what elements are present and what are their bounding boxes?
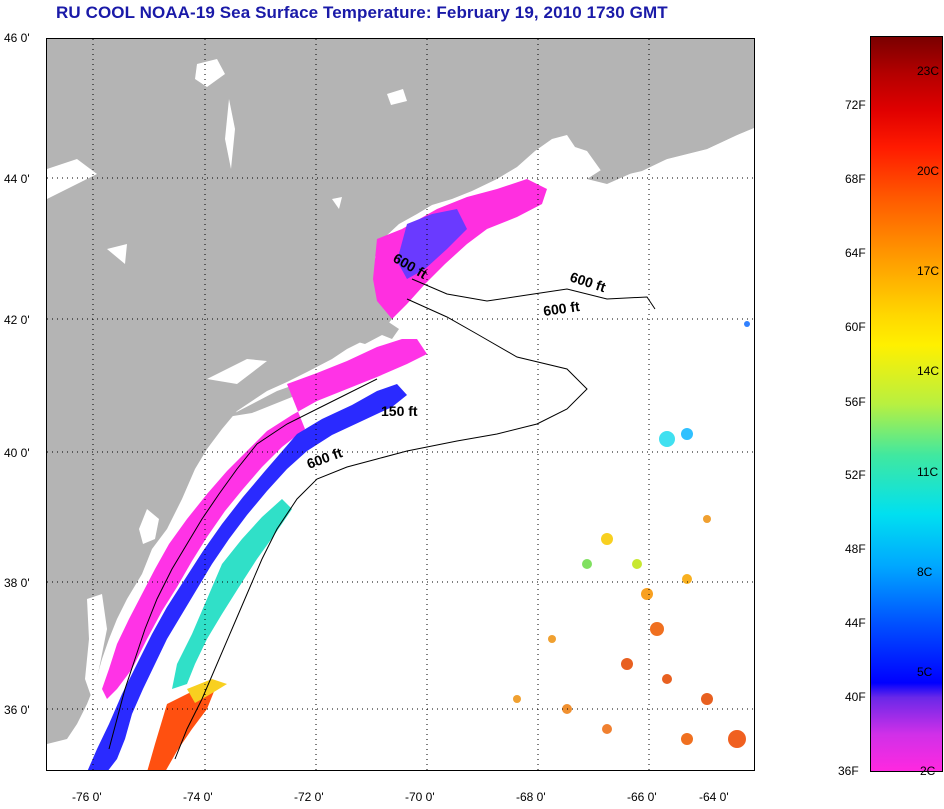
cb-c-8: 8C xyxy=(917,565,933,579)
sst-gulf-stream-yellow xyxy=(187,679,227,703)
cb-c-23: 23C xyxy=(917,64,940,78)
sst-inner-shelf xyxy=(373,179,547,319)
cb-c-14: 14C xyxy=(917,364,940,378)
cb-c-17: 17C xyxy=(917,264,940,278)
lon-label-66: -66 0' xyxy=(627,790,657,804)
cb-c-11: 11C xyxy=(917,465,939,479)
graticule xyxy=(47,39,754,770)
lon-label-72: -72 0' xyxy=(294,790,324,804)
cb-c-20: 20C xyxy=(917,164,940,178)
temperature-colorbar xyxy=(870,36,943,772)
cb-f-64: 64F xyxy=(845,246,866,260)
water-chesapeake xyxy=(85,594,107,699)
contour-label-150ft: 150 ft xyxy=(381,403,418,419)
water-delaware-bay xyxy=(139,509,159,544)
sst-mid-shelf-blue xyxy=(87,384,407,770)
lon-label-64: -64 0' xyxy=(699,790,729,804)
land-mainland xyxy=(47,39,754,744)
bathymetry-contours xyxy=(108,278,656,760)
sst-gulf-stream xyxy=(147,684,217,770)
contour-label-600ft-georges-bank: 600 ft xyxy=(542,298,581,319)
cb-f-56: 56F xyxy=(845,395,866,409)
lat-label-44: 44 0' xyxy=(4,172,30,186)
sst-offshore-patches xyxy=(513,321,750,748)
sst-mid-atlantic-shelf xyxy=(102,339,427,699)
cb-c-5: 5C xyxy=(917,665,933,679)
sst-outer-shelf-green xyxy=(172,499,292,689)
cb-f-60: 60F xyxy=(845,320,866,334)
cb-f-48: 48F xyxy=(845,542,866,556)
sst-gulf-of-maine-blue xyxy=(397,209,467,279)
lon-label-68: -68 0' xyxy=(516,790,546,804)
sst-map-canvas: 600 ft 600 ft 600 ft 150 ft 600 ft xyxy=(47,39,754,770)
sst-map: 600 ft 600 ft 600 ft 150 ft 600 ft xyxy=(46,38,755,771)
land-cape-cod xyxy=(347,321,399,344)
lon-label-70: -70 0' xyxy=(405,790,435,804)
cb-f-52: 52F xyxy=(845,468,866,482)
lat-label-40: 40 0' xyxy=(4,446,30,460)
lon-label-74: -74 0' xyxy=(183,790,213,804)
cb-f-68: 68F xyxy=(845,172,866,186)
cb-f-44: 44F xyxy=(845,616,866,630)
lat-label-46: 46 0' xyxy=(4,31,30,45)
lon-label-76: -76 0' xyxy=(72,790,102,804)
land-nova-scotia xyxy=(587,110,754,184)
cb-f-72: 72F xyxy=(845,98,866,112)
lat-label-42: 42 0' xyxy=(4,313,30,327)
map-title: RU COOL NOAA-19 Sea Surface Temperature:… xyxy=(56,3,668,22)
lat-label-36: 36 0' xyxy=(4,703,30,717)
cb-f-40: 40F xyxy=(845,690,866,704)
lat-label-38: 38 0' xyxy=(4,576,30,590)
colorbar-gradient xyxy=(871,37,942,771)
cb-f-36: 36F xyxy=(838,764,859,778)
inland-lakes xyxy=(47,59,407,384)
cb-c-2: 2C xyxy=(920,764,936,778)
